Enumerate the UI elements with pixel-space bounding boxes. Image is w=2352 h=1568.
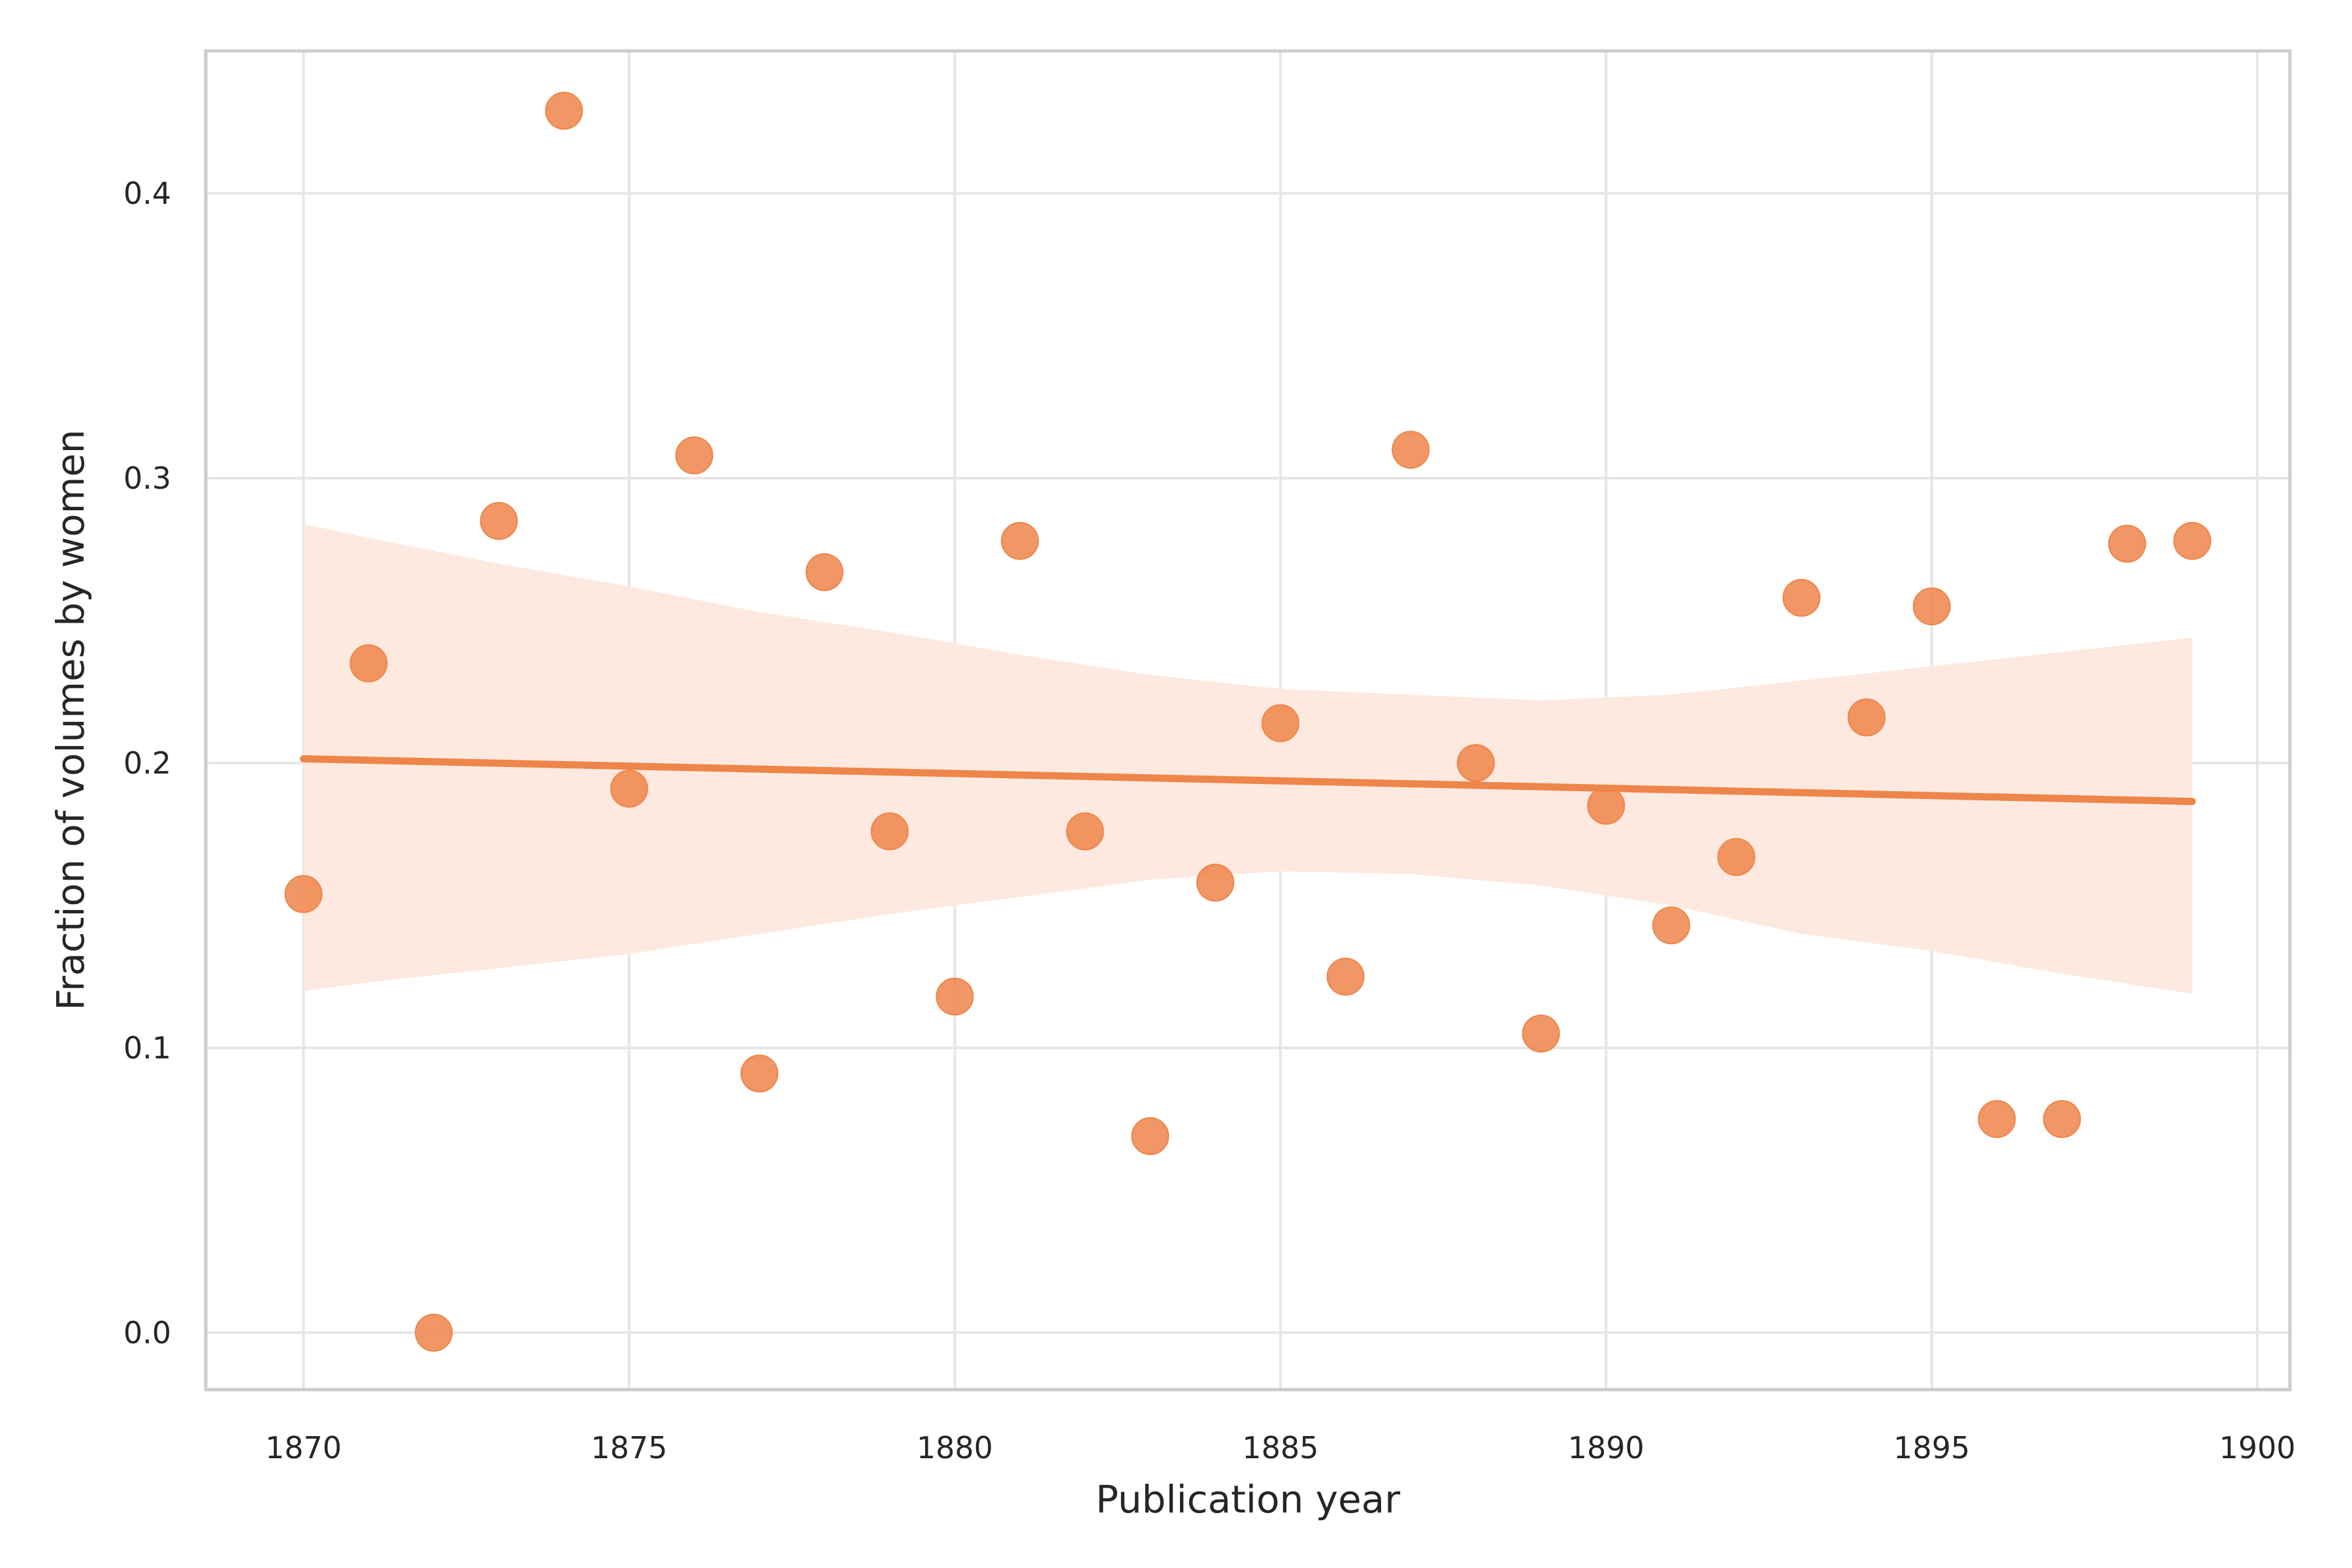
data-point-1877 — [740, 1054, 779, 1093]
y-tick-label-0: 0.0 — [123, 1315, 171, 1350]
data-point-1872 — [414, 1313, 453, 1352]
data-point-1878 — [806, 553, 844, 591]
x-tick-label-1875: 1875 — [591, 1430, 667, 1465]
data-point-1884 — [1196, 863, 1235, 902]
data-point-1897 — [2043, 1100, 2082, 1138]
data-point-1895 — [1912, 587, 1951, 626]
data-point-1879 — [870, 812, 909, 851]
regression-line — [300, 755, 2196, 806]
data-point-1882 — [1066, 812, 1104, 851]
confidence-band — [303, 523, 2193, 994]
data-point-1890 — [1587, 787, 1625, 825]
x-tick-labels: 1870 1875 1880 1885 1890 1895 1900 — [265, 1430, 2296, 1465]
data-point-1899 — [2173, 521, 2212, 560]
data-point-1896 — [1978, 1100, 2016, 1138]
data-point-1887 — [1392, 431, 1430, 469]
data-point-1873 — [480, 502, 518, 540]
x-tick-label-1890: 1890 — [1568, 1430, 1644, 1465]
x-tick-label-1885: 1885 — [1242, 1430, 1318, 1465]
data-point-1885 — [1261, 704, 1299, 742]
data-point-1875 — [610, 770, 648, 808]
data-point-1889 — [1522, 1015, 1560, 1053]
data-point-1880 — [936, 977, 974, 1016]
data-point-1876 — [675, 436, 713, 475]
y-axis-label: Fraction of volumes by women — [48, 429, 93, 1010]
data-point-1898 — [2108, 525, 2146, 563]
y-tick-label-1: 0.1 — [123, 1030, 171, 1066]
y-tick-label-4: 0.4 — [123, 176, 171, 211]
data-point-1883 — [1131, 1117, 1169, 1155]
data-point-1871 — [350, 644, 388, 683]
data-point-1888 — [1456, 743, 1495, 782]
data-point-1870 — [284, 875, 323, 913]
plot-frame — [204, 49, 2292, 1392]
x-tick-label-1895: 1895 — [1893, 1430, 1970, 1465]
x-tick-label-1870: 1870 — [265, 1430, 342, 1465]
x-tick-label-1900: 1900 — [2219, 1430, 2296, 1465]
y-tick-labels: 0.0 0.1 0.2 0.3 0.4 — [123, 176, 171, 1350]
data-point-1892 — [1717, 838, 1756, 876]
data-points — [284, 91, 2212, 1352]
data-point-1894 — [1848, 698, 1886, 737]
x-tick-label-1880: 1880 — [917, 1430, 993, 1465]
y-tick-label-2: 0.2 — [123, 745, 171, 781]
x-axis-label: Publication year — [1096, 1477, 1400, 1522]
data-point-1891 — [1652, 906, 1690, 945]
data-point-1893 — [1782, 579, 1821, 617]
data-point-1886 — [1326, 957, 1365, 996]
data-point-1874 — [545, 91, 583, 130]
y-tick-label-3: 0.3 — [123, 461, 171, 496]
data-point-1881 — [1001, 521, 1039, 560]
